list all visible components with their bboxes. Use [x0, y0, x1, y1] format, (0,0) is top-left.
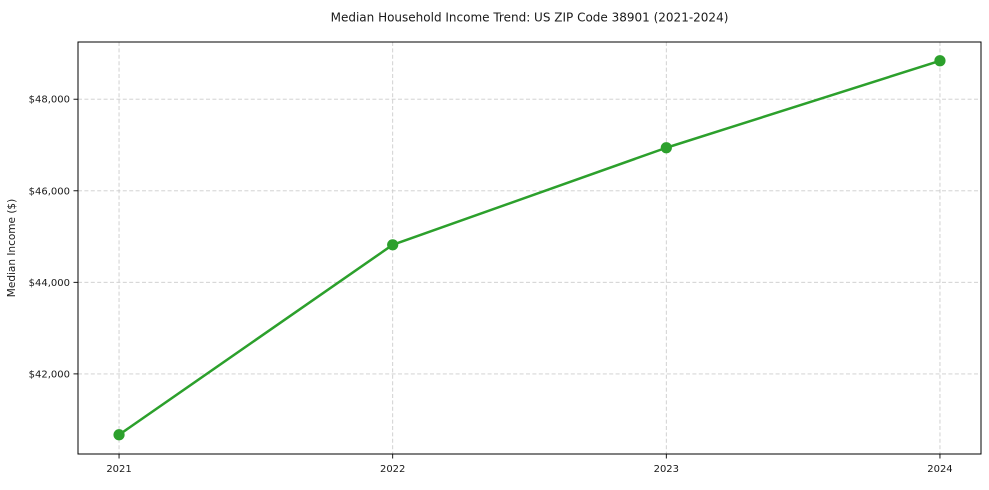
grid-layer [78, 42, 981, 454]
y-axis-label: Median Income ($) [6, 199, 18, 297]
data-point-2023 [660, 142, 672, 154]
plot-border [77, 41, 982, 455]
y-tick-label: $46,000 [29, 186, 70, 197]
data-point-2022 [387, 239, 399, 251]
x-tick-label: 2022 [380, 464, 405, 475]
x-tick-label: 2023 [654, 464, 679, 475]
x-tick-label: 2021 [106, 464, 131, 475]
x-tick-label: 2024 [927, 464, 952, 475]
trend-line [117, 59, 942, 437]
y-tick-label: $48,000 [29, 95, 70, 106]
axes-layer: $42,000 $44,000 $46,000 $48,000 2021 2022 2023… [29, 41, 982, 475]
chart-title: Median Household Income Trend: US ZIP Co… [331, 11, 729, 25]
y-tick-label: $42,000 [29, 369, 70, 380]
data-point-2024 [934, 55, 946, 67]
y-tick-label: $44,000 [29, 278, 70, 289]
data-point-2021 [113, 429, 125, 441]
series-layer [113, 55, 946, 441]
